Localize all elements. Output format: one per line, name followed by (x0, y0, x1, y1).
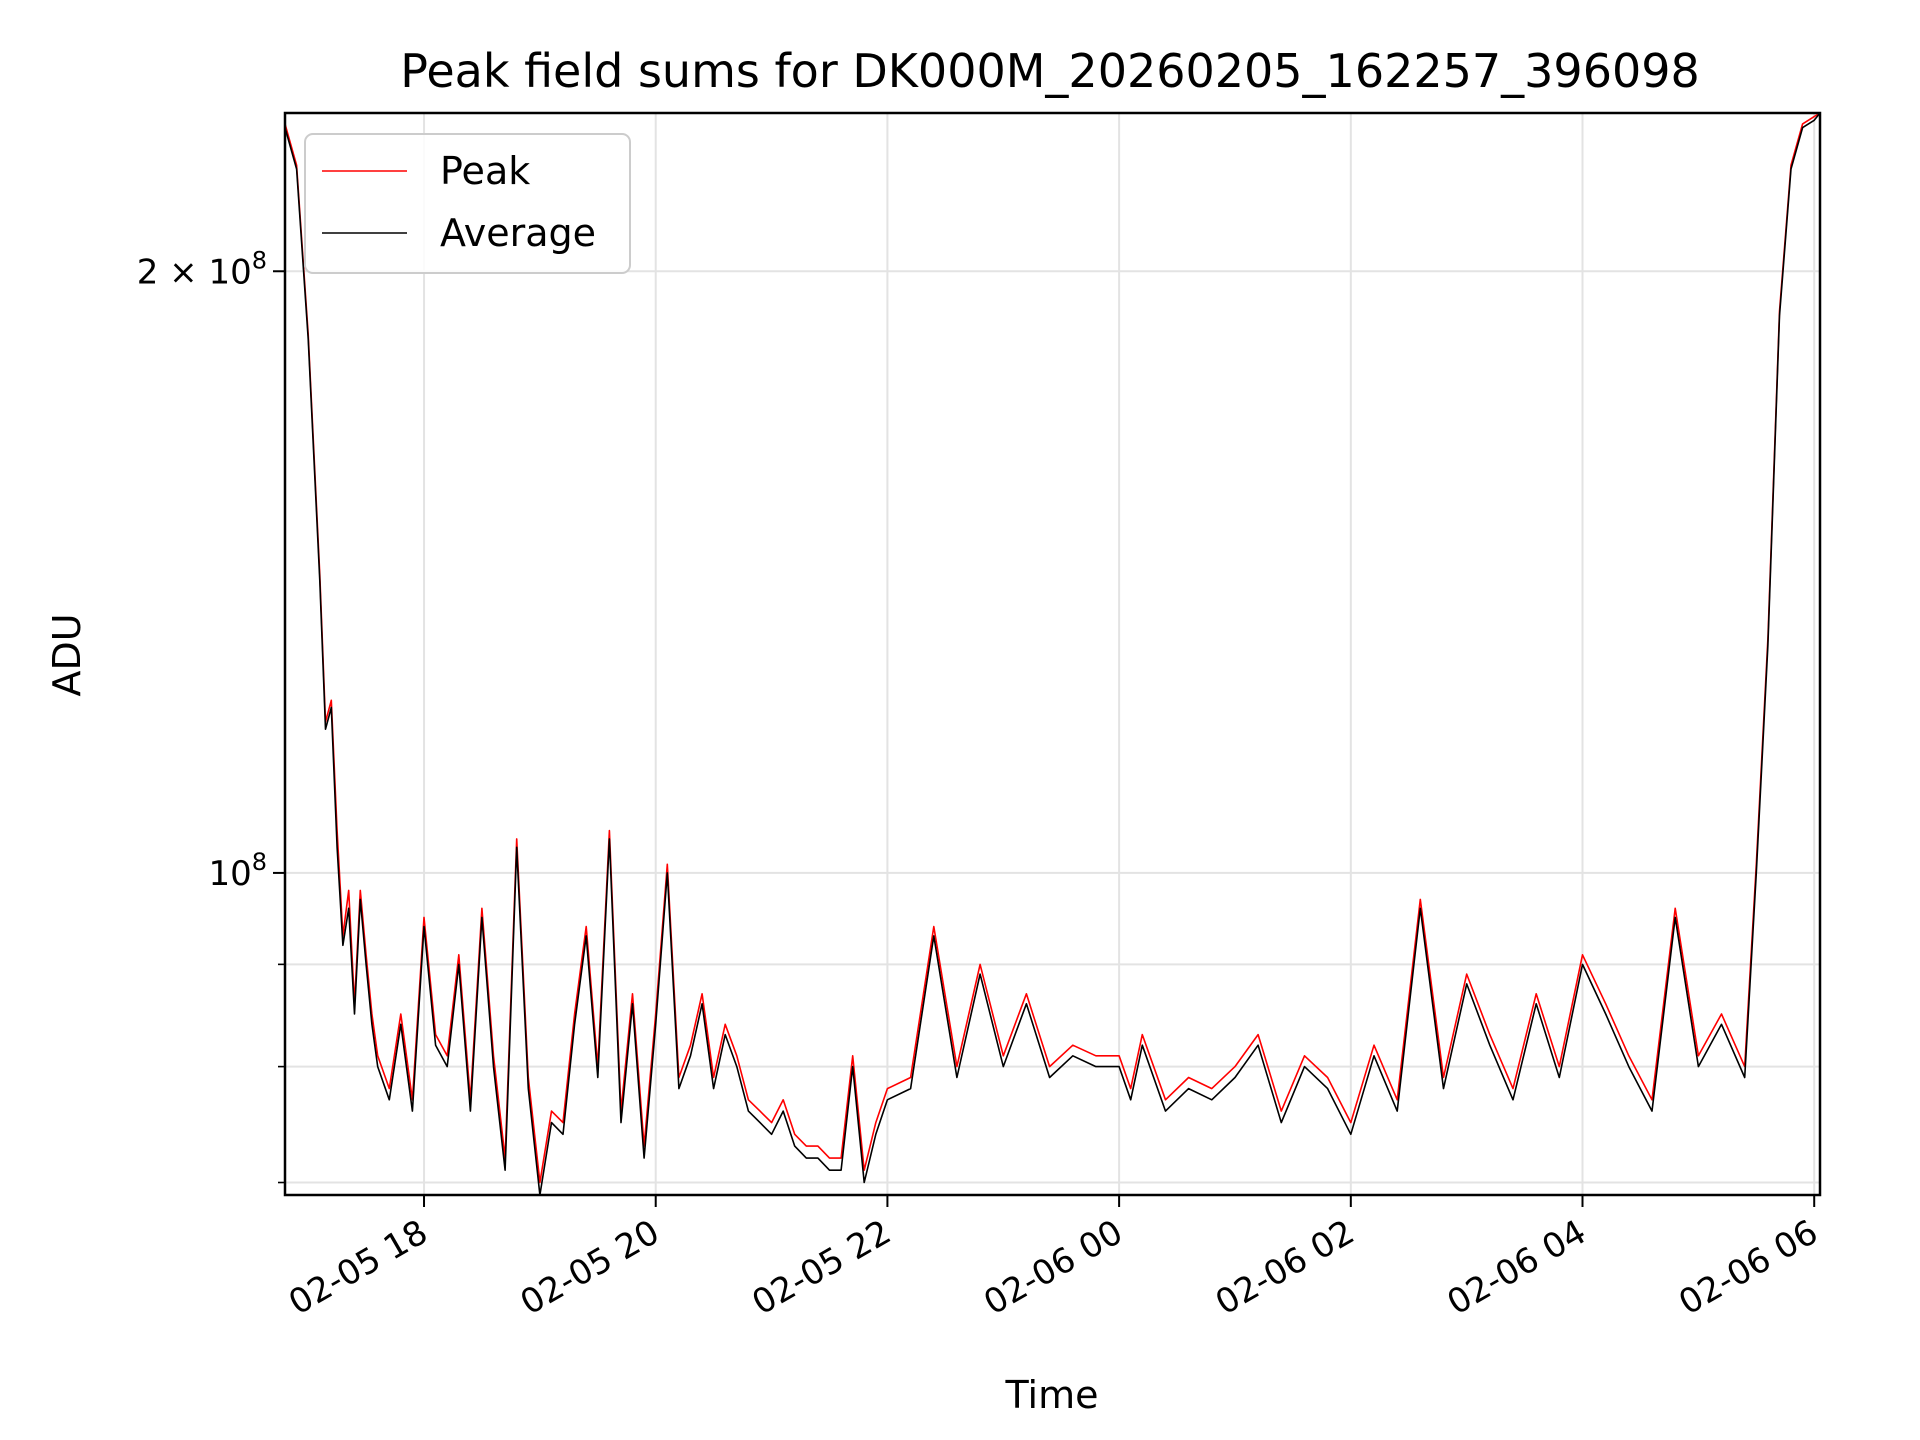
plot-lines (284, 112, 1821, 1196)
legend-label-average: Average (440, 211, 596, 255)
x-axis-label: Time (1005, 1373, 1099, 1417)
y-tick-label: 108 (208, 848, 267, 894)
y-axis-label: ADU (45, 613, 89, 696)
legend-box (304, 133, 631, 274)
plot-frame (283, 111, 1822, 1197)
chart-title: Peak field sums for DK000M_20260205_1622… (400, 44, 1700, 98)
legend-label-peak: Peak (440, 149, 530, 193)
legend: Peak Average (304, 133, 631, 274)
series-line-average (284, 112, 1821, 1196)
series-line-peak (284, 112, 1821, 1184)
y-tick-label: 2 × 108 (137, 246, 267, 292)
y-axis-ticks: 108 2 × 108 (137, 246, 285, 1184)
